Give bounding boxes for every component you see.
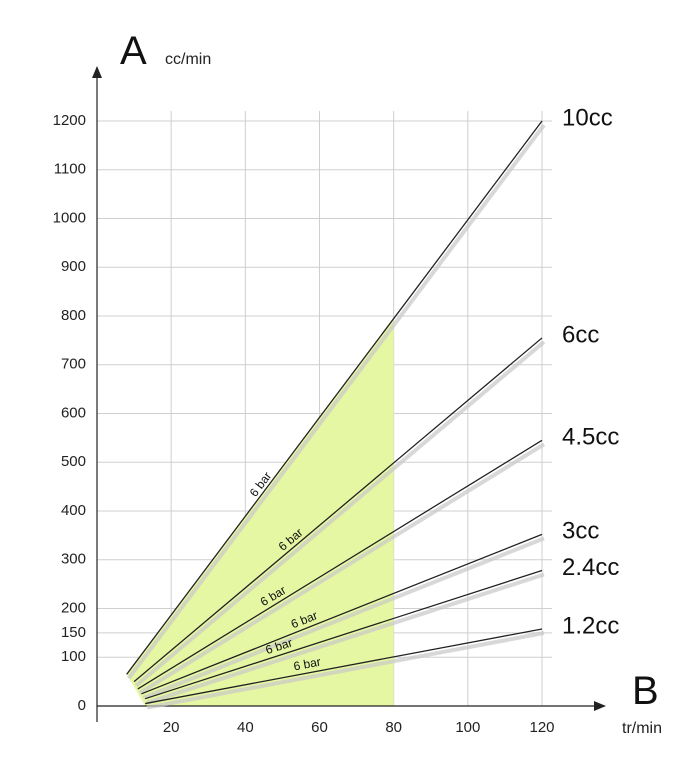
series-shadow-4 <box>146 572 545 705</box>
series-line-6cc <box>133 337 543 683</box>
y-tick-label-1100: 1100 <box>54 161 86 178</box>
x-tick-label-100: 100 <box>455 719 480 736</box>
y-axis-letter: A <box>120 29 147 73</box>
y-tick-label-1000: 1000 <box>53 209 86 226</box>
series-line-10cc <box>126 120 543 675</box>
y-tick-label-150: 150 <box>61 624 86 641</box>
tick-labels: 20 40 60 80 100 12001001502003004005006007008… <box>53 112 555 736</box>
series-line-2.4cc <box>145 569 543 700</box>
y-tick-label-500: 500 <box>61 453 86 470</box>
y-tick-label-200: 200 <box>61 599 86 616</box>
y-tick-label-900: 900 <box>61 258 86 275</box>
x-axis-unit: tr/min <box>622 720 662 737</box>
series-name-1.2cc: 1.2cc <box>562 612 619 639</box>
y-tick-label-700: 700 <box>61 356 86 373</box>
series-line-4.5cc <box>137 439 543 690</box>
y-axis-arrow <box>92 66 102 78</box>
series-shadow-3 <box>142 536 545 700</box>
series-shadow-5 <box>146 631 545 710</box>
x-tick-label-20: 20 <box>163 719 180 736</box>
y-tick-label-800: 800 <box>61 307 86 324</box>
x-tick-label-40: 40 <box>237 719 254 736</box>
series-lines <box>126 120 546 710</box>
series-shadow-0 <box>127 123 546 680</box>
y-tick-label-400: 400 <box>61 502 86 519</box>
x-axis-arrow <box>594 701 606 711</box>
series-shadow-1 <box>134 340 546 688</box>
series-name-2.4cc: 2.4cc <box>562 554 619 581</box>
y-axis-unit: cc/min <box>165 51 211 68</box>
series-name-3cc: 3cc <box>562 518 599 545</box>
y-tick-label-100: 100 <box>61 648 86 665</box>
series-name-4.5cc: 4.5cc <box>562 424 619 451</box>
x-tick-label-120: 120 <box>529 719 554 736</box>
series-name-6cc: 6cc <box>562 321 599 348</box>
series-shadow-2 <box>138 442 546 695</box>
x-tick-label-80: 80 <box>385 719 402 736</box>
y-tick-label-0: 0 <box>78 697 86 714</box>
x-tick-label-60: 60 <box>311 719 328 736</box>
y-tick-label-300: 300 <box>61 551 86 568</box>
y-tick-label-1200: 1200 <box>53 112 86 129</box>
series-line-1.2cc <box>145 628 543 705</box>
y-tick-label-600: 600 <box>61 404 86 421</box>
series-name-10cc: 10cc <box>562 104 613 131</box>
series-line-3cc <box>141 533 543 695</box>
x-axis-letter: B <box>632 669 659 713</box>
axes <box>92 66 606 722</box>
line-label-1.2cc: 6 bar <box>292 655 321 674</box>
